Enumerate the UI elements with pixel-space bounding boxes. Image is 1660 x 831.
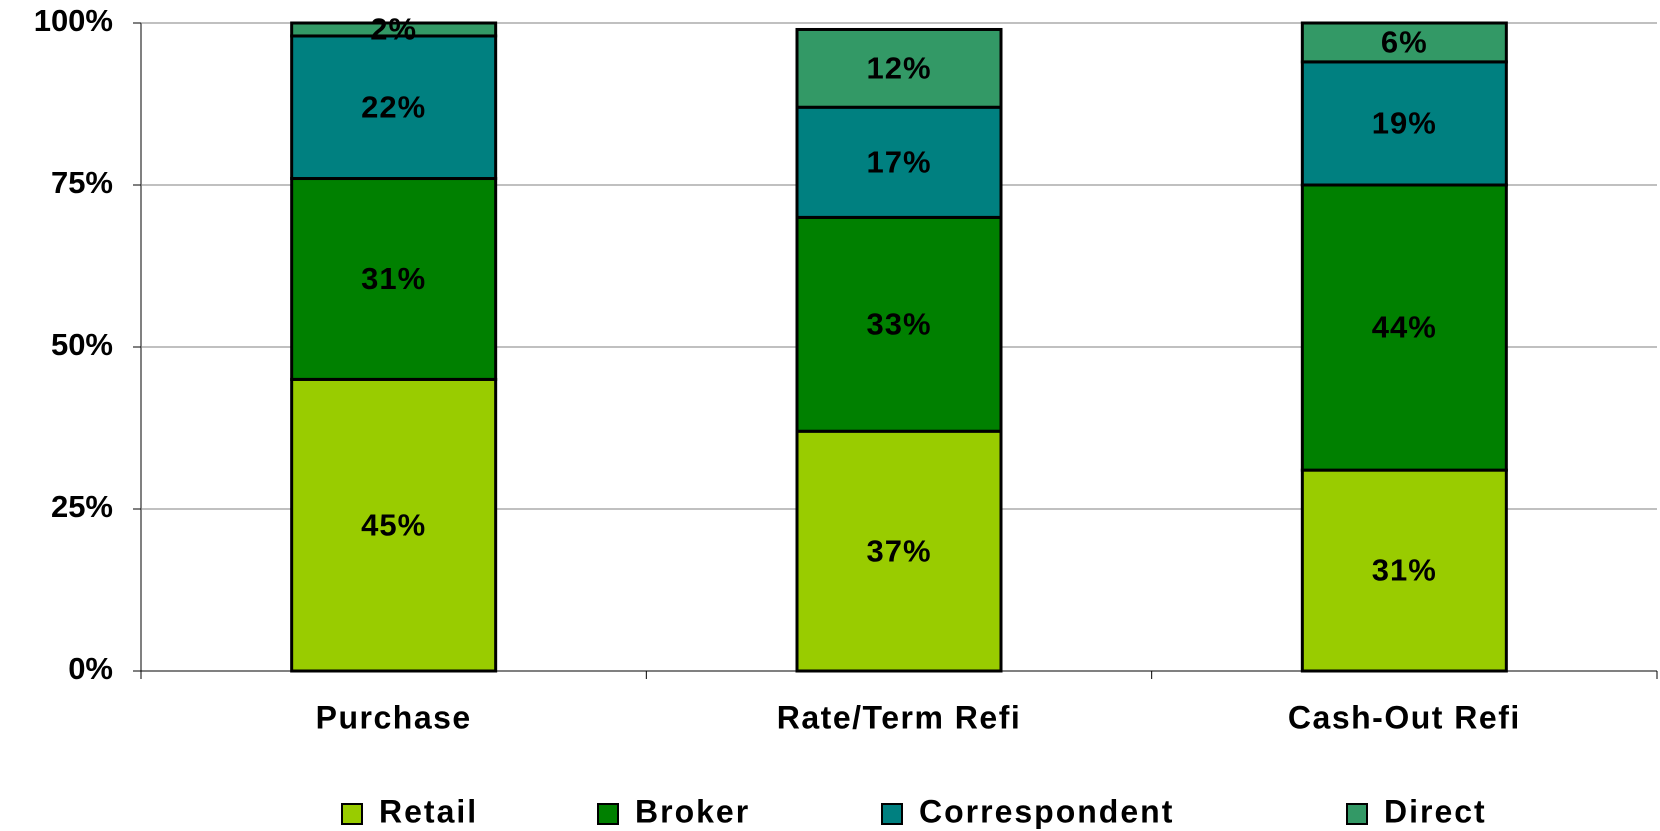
data-label: 31%	[1372, 553, 1437, 588]
bar-segment	[290, 34, 498, 181]
bar-segment	[1300, 21, 1508, 64]
data-label: 19%	[1372, 106, 1437, 141]
y-tick-label: 50%	[51, 327, 113, 362]
data-label: 45%	[361, 507, 426, 542]
x-tick-label: Cash-Out Refi	[1288, 699, 1521, 735]
legend-label: Broker	[635, 793, 750, 829]
bar-segment	[795, 429, 1003, 673]
y-tick-label: 0%	[68, 651, 113, 686]
bar-segment	[1300, 468, 1508, 673]
legend-swatch	[1346, 803, 1368, 825]
data-label: 2%	[370, 12, 417, 47]
legend-swatch	[597, 803, 619, 825]
data-label: 6%	[1381, 25, 1428, 60]
bar-segment	[795, 215, 1003, 433]
legend-swatch	[881, 803, 903, 825]
data-label: 37%	[866, 533, 931, 568]
data-label: 22%	[361, 89, 426, 124]
x-tick-label: Rate/Term Refi	[777, 699, 1021, 735]
y-tick-label: 75%	[51, 165, 113, 200]
bar-segment	[1300, 183, 1508, 472]
bar-segment	[290, 21, 498, 38]
data-label: 44%	[1372, 310, 1437, 345]
data-label: 33%	[866, 307, 931, 342]
bar-segment	[290, 377, 498, 673]
y-tick-label: 25%	[51, 489, 113, 524]
y-tick-label: 100%	[34, 3, 113, 38]
legend-label: Correspondent	[919, 793, 1174, 829]
legend-label: Retail	[379, 793, 478, 829]
x-tick-label: Purchase	[316, 699, 472, 735]
bar-segment	[1300, 60, 1508, 187]
bar-segment	[290, 177, 498, 381]
bar-segment	[795, 27, 1003, 109]
legend-label: Direct	[1384, 793, 1487, 829]
data-label: 12%	[866, 51, 931, 86]
legend-swatch	[341, 803, 363, 825]
data-label: 31%	[361, 261, 426, 296]
data-label: 17%	[866, 145, 931, 180]
